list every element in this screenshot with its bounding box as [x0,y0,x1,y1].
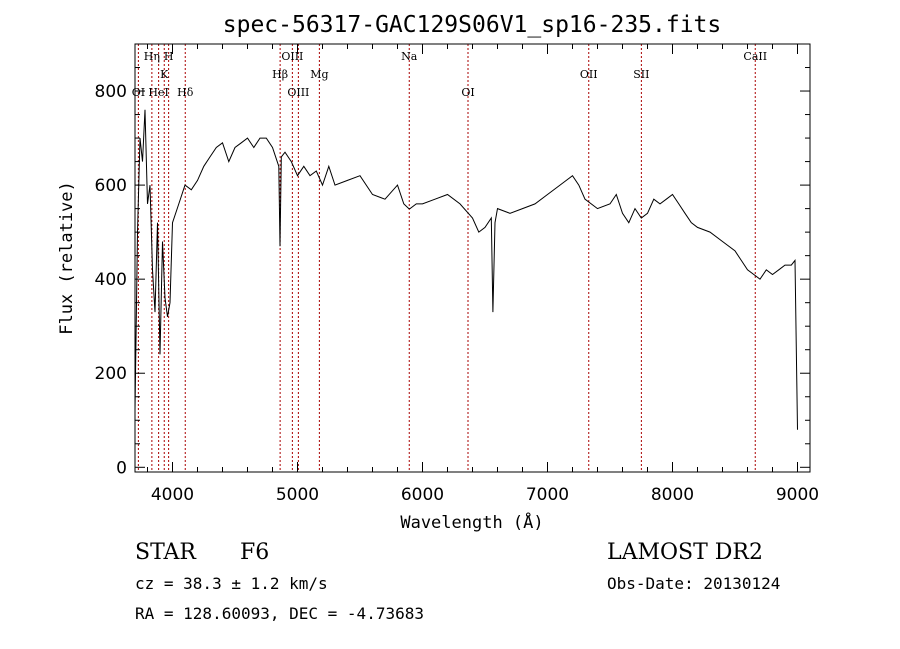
object-class: STAR [135,540,196,565]
line-label: OI [461,86,474,99]
y-tick-label: 200 [95,364,127,384]
x-tick-label: 4000 [151,485,194,505]
line-label: Mg [310,68,328,81]
spectrum-line [134,109,798,430]
observation-date: Obs-Date: 20130124 [607,574,781,593]
y-tick-label: 800 [95,82,127,102]
y-tick-label: 600 [95,176,127,196]
emission-line-markers [137,44,756,472]
y-tick-label: 0 [116,458,127,478]
line-label: H [164,50,174,63]
survey-name: LAMOST DR2 [607,540,763,565]
chart-title: spec-56317-GAC129S06V1_sp16-235.fits [223,12,722,38]
x-tick-label: 9000 [776,485,819,505]
y-axis-label: Flux (relative) [57,181,77,335]
line-label: Hβ [272,68,288,81]
x-tick-label: 8000 [651,485,694,505]
x-tick-label: 5000 [276,485,319,505]
redshift-velocity: cz = 38.3 ± 1.2 km/s [135,574,328,593]
sky-coordinates: RA = 128.60093, DEC = -4.73683 [135,604,424,623]
line-label: OIII [287,86,309,99]
x-tick-label: 7000 [526,485,569,505]
x-tick-label: 6000 [401,485,444,505]
y-tick-label: 400 [95,270,127,290]
line-label: K [160,68,169,81]
line-label: HeI [148,86,168,99]
line-label: OII [580,68,598,81]
line-label: CaII [743,50,767,63]
line-label: Na [401,50,418,63]
line-label: OI [132,86,145,99]
x-axis-label: Wavelength (Å) [400,511,543,533]
line-label: SII [633,68,649,81]
line-label: Hδ [177,86,194,99]
plot-frame [134,43,811,473]
spectrum-series [134,109,798,430]
line-label: Hη [144,50,160,63]
spectral-subclass: F6 [240,540,270,565]
axes: 4000 5000 6000 7000 8000 9000 0 200 400 600 800 [95,44,819,505]
line-label: OIII [281,50,303,63]
